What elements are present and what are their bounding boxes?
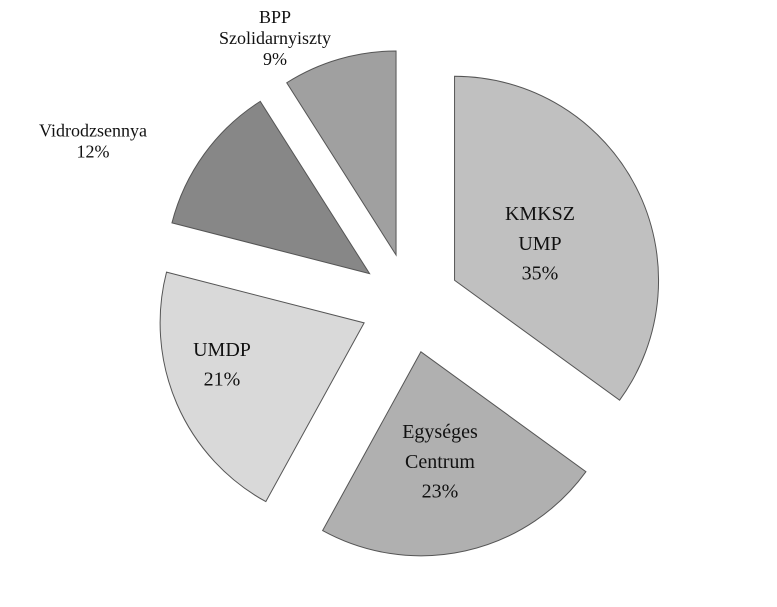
value-label: 35%: [522, 263, 559, 285]
value-label: 23%: [422, 481, 459, 503]
label-line: Vidrodzsennya: [39, 121, 147, 141]
slice-label: Vidrodzsennya: [39, 121, 147, 141]
label-line: UMDP: [193, 339, 251, 361]
label-line: UMP: [518, 233, 561, 255]
value-label: 12%: [77, 142, 110, 162]
value-label: 9%: [263, 49, 287, 69]
pie-slice: [171, 100, 371, 275]
label-line: Szolidarnyiszty: [219, 28, 331, 48]
value-label: 21%: [204, 369, 241, 391]
slice-label: BPP Szolidarnyiszty: [219, 7, 331, 48]
slice-label: UMDP: [193, 339, 251, 361]
label-line: BPP: [259, 7, 291, 27]
label-line: KMKSZ: [505, 203, 575, 225]
pie-slice: [321, 351, 587, 557]
pie-slice: [454, 75, 660, 401]
slice-label: Egységes Centrum: [402, 421, 478, 473]
pie-slice: [159, 271, 365, 503]
label-line: Egységes: [402, 421, 478, 443]
label-line: Centrum: [405, 451, 475, 473]
pie-slice: [286, 50, 397, 257]
slice-label: KMKSZ UMP: [505, 203, 575, 255]
